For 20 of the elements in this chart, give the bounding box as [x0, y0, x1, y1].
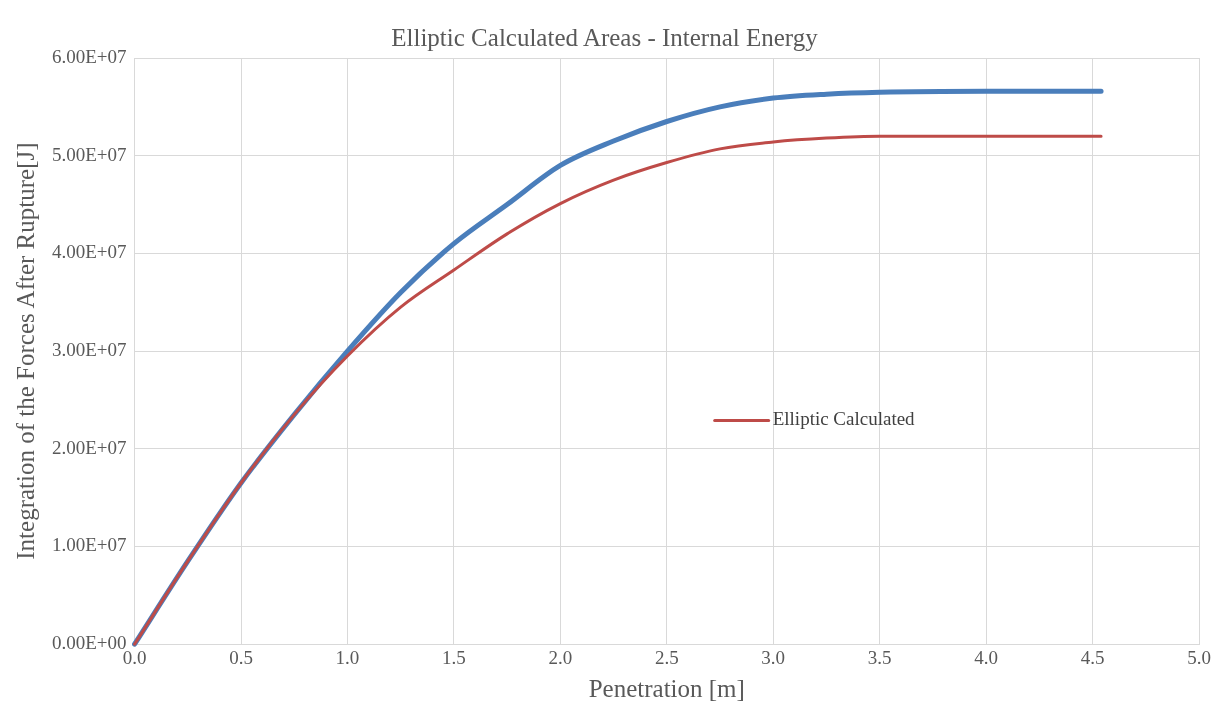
- x-tick-label: 4.0: [974, 646, 998, 668]
- x-tick-label: 2.5: [654, 646, 679, 668]
- y-tick-label: 3.00E+07: [51, 339, 127, 361]
- y-tick-label: 6.00E+07: [51, 45, 127, 67]
- chart-title: Elliptic Calculated Areas - Internal Energy: [391, 23, 819, 51]
- y-tick-label: 1.00E+07: [51, 534, 127, 556]
- x-tick-label: 2.0: [548, 646, 573, 668]
- x-tick-label: 1.0: [335, 646, 360, 668]
- x-tick-label: 3.5: [867, 646, 892, 668]
- x-tick-label: 5.0: [1187, 646, 1211, 668]
- y-tick-label: 4.00E+07: [51, 241, 127, 263]
- y-axis-title: Integration of the Forces After Rupture[J]: [11, 142, 39, 560]
- y-tick-label: 2.00E+07: [51, 436, 127, 458]
- x-tick-label: 3.0: [761, 646, 786, 668]
- y-tick-label: 5.00E+07: [51, 143, 127, 165]
- x-tick-label: 1.5: [442, 646, 466, 668]
- x-tick-label: 0.5: [229, 646, 253, 668]
- legend-label: Elliptic Calculated: [772, 408, 916, 430]
- x-axis-title: Penetration [m]: [588, 674, 745, 702]
- x-tick-label: 4.5: [1080, 646, 1105, 668]
